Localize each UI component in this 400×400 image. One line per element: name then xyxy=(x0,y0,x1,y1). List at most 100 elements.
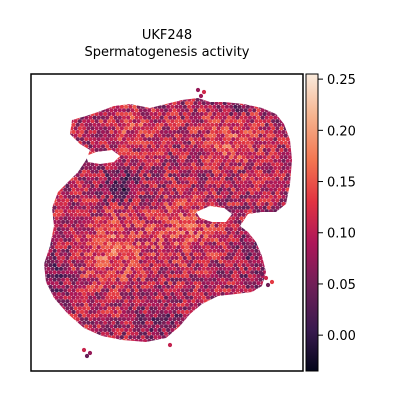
tissue-spot xyxy=(252,273,257,279)
tissue-spot xyxy=(136,284,141,289)
tissue-spot xyxy=(170,263,175,268)
tissue-spot xyxy=(82,133,87,138)
tissue-spot xyxy=(119,147,124,153)
tissue-spot xyxy=(166,219,171,225)
tissue-spot xyxy=(86,291,91,297)
tissue-spot xyxy=(262,119,267,124)
tissue-spot xyxy=(140,320,145,325)
tissue-spot xyxy=(109,309,114,315)
tissue-spot xyxy=(73,291,78,297)
tissue-spot xyxy=(218,129,223,135)
tissue-spot xyxy=(115,306,120,311)
tissue-spot xyxy=(121,331,127,336)
tissue-spot xyxy=(153,212,158,217)
tissue-spot xyxy=(69,270,74,275)
tissue-spot xyxy=(252,115,257,120)
tissue-spot xyxy=(88,230,93,235)
tissue-spot xyxy=(84,302,89,307)
tissue-spot xyxy=(67,230,72,235)
tissue-spot xyxy=(86,241,91,246)
tissue-spot xyxy=(90,227,95,232)
tissue-spot xyxy=(149,140,154,145)
tissue-spot xyxy=(73,255,78,261)
tissue-spot xyxy=(115,198,120,203)
tissue-spot xyxy=(166,255,171,261)
tissue-spot xyxy=(77,191,82,196)
tissue-spot xyxy=(142,201,148,207)
tissue-spot xyxy=(205,252,211,257)
outlier-spot xyxy=(263,275,269,281)
tissue-spot xyxy=(88,223,93,228)
tissue-spot xyxy=(54,288,59,293)
tissue-spot xyxy=(256,180,261,185)
tissue-spot xyxy=(199,205,204,210)
tissue-spot xyxy=(84,115,89,120)
tissue-spot xyxy=(71,281,76,286)
tissue-spot xyxy=(214,180,219,185)
tissue-spot xyxy=(163,317,169,322)
tissue-spot xyxy=(140,191,145,196)
tissue-spot xyxy=(63,288,68,293)
tissue-spot xyxy=(166,227,171,232)
tissue-spot xyxy=(247,180,253,185)
tissue-spot xyxy=(159,209,164,214)
tissue-spot xyxy=(119,169,124,174)
tissue-spot xyxy=(279,147,284,153)
tissue-spot xyxy=(100,216,106,221)
tissue-spot xyxy=(285,151,290,156)
tissue-spot xyxy=(113,237,118,243)
tissue-spot xyxy=(218,245,223,250)
tissue-spot xyxy=(136,133,141,138)
tissue-spot xyxy=(235,281,240,286)
tissue-spot xyxy=(254,133,259,138)
tissue-spot xyxy=(271,198,276,203)
tissue-spot xyxy=(109,324,114,329)
tissue-spot xyxy=(233,198,238,203)
tissue-spot xyxy=(107,205,112,210)
tissue-spot xyxy=(75,245,80,250)
tissue-spot xyxy=(149,176,154,181)
tissue-spot xyxy=(96,273,101,279)
tissue-spot xyxy=(191,176,196,181)
tissue-spot xyxy=(176,129,181,135)
tissue-spot xyxy=(132,335,137,340)
tissue-spot xyxy=(86,313,91,318)
tissue-spot xyxy=(147,137,152,142)
tissue-spot xyxy=(56,227,62,232)
tissue-spot xyxy=(67,259,72,264)
tissue-spot xyxy=(79,180,85,185)
tissue-spot xyxy=(241,176,246,181)
tissue-spot xyxy=(77,241,82,246)
tissue-spot xyxy=(115,183,120,189)
tissue-spot xyxy=(233,227,238,232)
tissue-spot xyxy=(245,126,250,131)
tissue-spot xyxy=(115,147,120,153)
tissue-spot xyxy=(197,273,202,279)
tissue-spot xyxy=(187,205,192,210)
tissue-spot xyxy=(250,183,255,189)
tissue-spot xyxy=(182,313,187,318)
tissue-spot xyxy=(208,183,213,189)
tissue-spot xyxy=(268,151,274,156)
tissue-spot xyxy=(157,147,162,153)
tissue-spot xyxy=(94,126,99,131)
tissue-spot xyxy=(258,119,263,124)
tissue-spot xyxy=(178,320,183,325)
tissue-spot xyxy=(161,299,166,304)
tissue-spot xyxy=(161,284,166,289)
tissue-spot xyxy=(210,281,215,286)
tissue-spot xyxy=(159,302,164,307)
tissue-spot xyxy=(163,187,169,192)
tissue-spot xyxy=(145,284,150,289)
tissue-spot xyxy=(275,169,280,174)
tissue-spot xyxy=(111,126,116,131)
tissue-spot xyxy=(69,183,74,189)
tissue-spot xyxy=(136,263,141,268)
tissue-spot xyxy=(147,309,152,315)
tissue-spot xyxy=(138,309,143,315)
tissue-spot xyxy=(262,183,267,189)
tissue-spot xyxy=(168,158,173,163)
tissue-spot xyxy=(61,270,66,275)
tissue-spot xyxy=(151,331,156,336)
tissue-spot xyxy=(163,201,169,207)
